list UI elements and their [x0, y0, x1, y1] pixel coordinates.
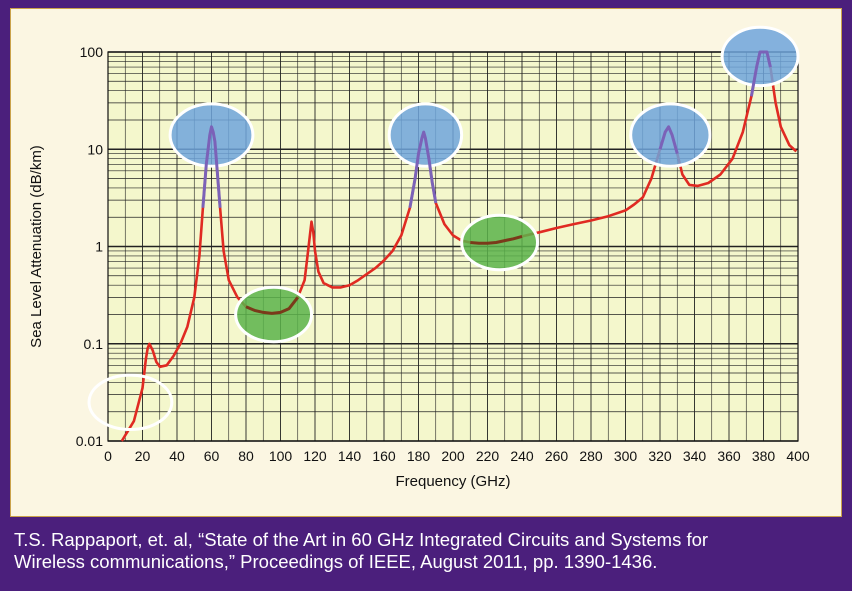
circle-annotation-2 — [629, 102, 712, 168]
circle-annotation-6 — [87, 373, 174, 432]
citation-caption: T.S. Rappaport, et. al, “State of the Ar… — [14, 529, 842, 573]
x-tick-label: 300 — [614, 448, 638, 464]
highlight-segment-2 — [658, 125, 679, 155]
caption-line-2: Wireless communications,” Proceedings of… — [14, 551, 658, 572]
x-tick-label: 140 — [338, 448, 362, 464]
highlight-segment-0 — [201, 125, 222, 208]
y-tick-label: 0.01 — [76, 433, 103, 449]
circle-annotation-0 — [168, 102, 255, 168]
circle-annotations — [87, 25, 800, 432]
plot-border — [107, 51, 799, 442]
x-tick-label: 80 — [238, 448, 254, 464]
x-tick-label: 260 — [545, 448, 569, 464]
x-tick-label: 0 — [104, 448, 112, 464]
x-tick-label: 20 — [135, 448, 151, 464]
y-tick-label: 1 — [95, 239, 103, 255]
attenuation-chart: 0 20 40 60 80 100 120 140 160 180 200 220 240 260 280 3… — [28, 25, 810, 490]
x-tick-label: 160 — [372, 448, 396, 464]
highlight-segment-1 — [408, 130, 438, 209]
y-tick-label: 0.1 — [84, 336, 104, 352]
chart-frame: 0 20 40 60 80 100 120 140 160 180 200 220 240 260 280 3… — [10, 8, 842, 517]
x-tick-label: 180 — [407, 448, 431, 464]
x-tick-labels: 0 20 40 60 80 100 120 140 160 180 200 220 240 260 280 3… — [104, 448, 810, 464]
x-tick-label: 240 — [510, 448, 534, 464]
x-tick-label: 360 — [717, 448, 741, 464]
x-axis-label: Frequency (GHz) — [395, 473, 510, 490]
x-tick-label: 280 — [579, 448, 603, 464]
y-axis-label: Sea Level Attenuation (dB/km) — [28, 145, 45, 348]
y-tick-label: 10 — [87, 141, 103, 157]
x-tick-label: 60 — [204, 448, 220, 464]
highlight-segment-4 — [245, 296, 299, 315]
y-tick-labels: 0.01 0.1 1 10 100 — [76, 44, 103, 449]
x-tick-label: 120 — [303, 448, 327, 464]
x-tick-label: 320 — [648, 448, 672, 464]
highlight-segment-5 — [470, 234, 523, 245]
x-tick-label: 200 — [441, 448, 465, 464]
x-tick-label: 340 — [683, 448, 707, 464]
x-tick-label: 100 — [269, 448, 293, 464]
highlight-segment-3 — [749, 50, 772, 97]
y-tick-label: 100 — [80, 44, 104, 60]
x-tick-label: 400 — [786, 448, 810, 464]
x-tick-label: 220 — [476, 448, 500, 464]
x-tick-label: 380 — [752, 448, 776, 464]
caption-line-1: T.S. Rappaport, et. al, “State of the Ar… — [14, 529, 709, 550]
x-tick-label: 40 — [169, 448, 185, 464]
